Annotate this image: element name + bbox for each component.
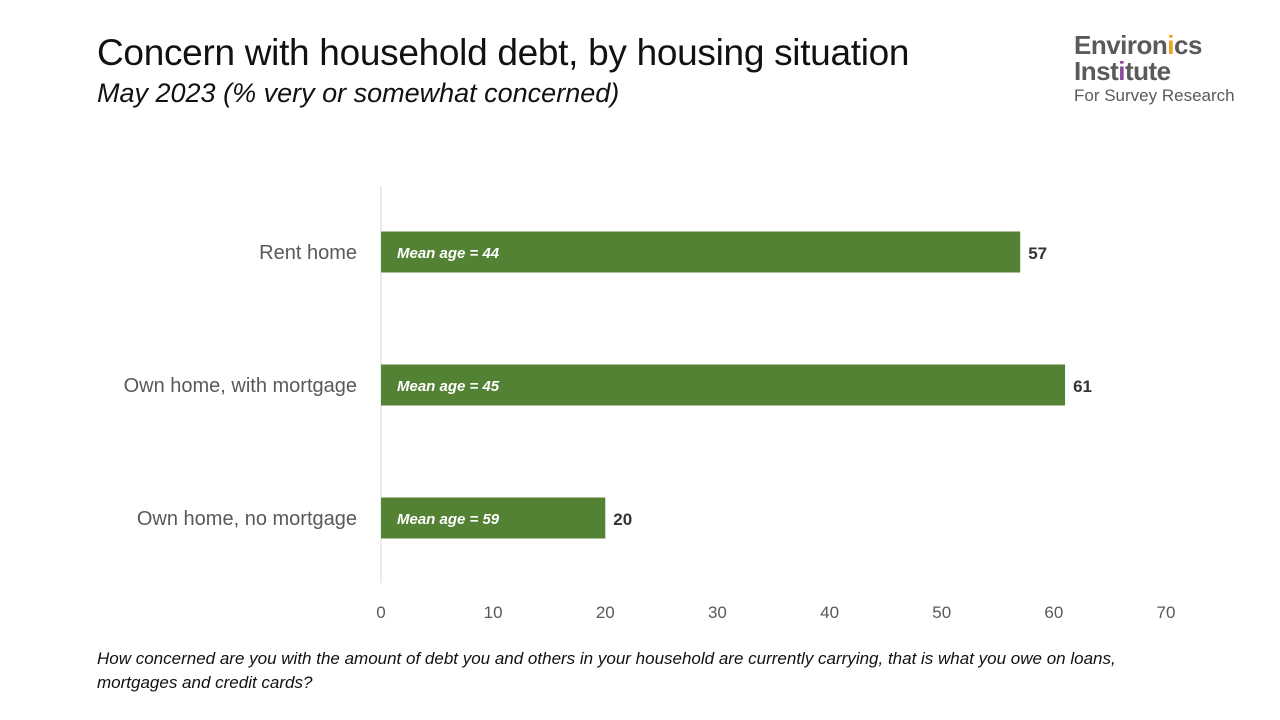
data-label: 20 xyxy=(613,510,632,529)
environics-logo: Environics Institute For Survey Research xyxy=(1074,32,1235,104)
x-tick-label: 10 xyxy=(484,603,503,622)
chart-subtitle: May 2023 (% very or somewhat concerned) xyxy=(97,78,620,108)
x-tick-label: 60 xyxy=(1044,603,1063,622)
data-label: 61 xyxy=(1073,377,1092,396)
survey-question-footnote: How concerned are you with the amount of… xyxy=(97,649,1116,692)
logo-line-tagline: For Survey Research xyxy=(1074,86,1235,105)
chart-title: Concern with household debt, by housing … xyxy=(97,32,910,73)
category-label: Own home, with mortgage xyxy=(124,375,357,397)
category-label: Own home, no mortgage xyxy=(137,508,357,530)
bar xyxy=(381,497,606,539)
bar-annotation: Mean age = 44 xyxy=(397,245,500,262)
x-tick-label: 70 xyxy=(1157,603,1176,622)
bar xyxy=(381,231,1021,273)
logo-line-institute: Institute xyxy=(1074,56,1171,86)
logo-line-environics: Environics xyxy=(1074,30,1202,60)
data-label: 57 xyxy=(1028,244,1047,263)
x-tick-label: 50 xyxy=(932,603,951,622)
x-tick-label: 40 xyxy=(820,603,839,622)
bar-annotation: Mean age = 45 xyxy=(397,378,500,395)
x-tick-label: 0 xyxy=(376,603,385,622)
x-tick-label: 20 xyxy=(596,603,615,622)
bar-annotation: Mean age = 59 xyxy=(397,511,500,528)
category-label: Rent home xyxy=(259,242,357,264)
bar xyxy=(381,364,1066,406)
x-tick-label: 30 xyxy=(708,603,727,622)
